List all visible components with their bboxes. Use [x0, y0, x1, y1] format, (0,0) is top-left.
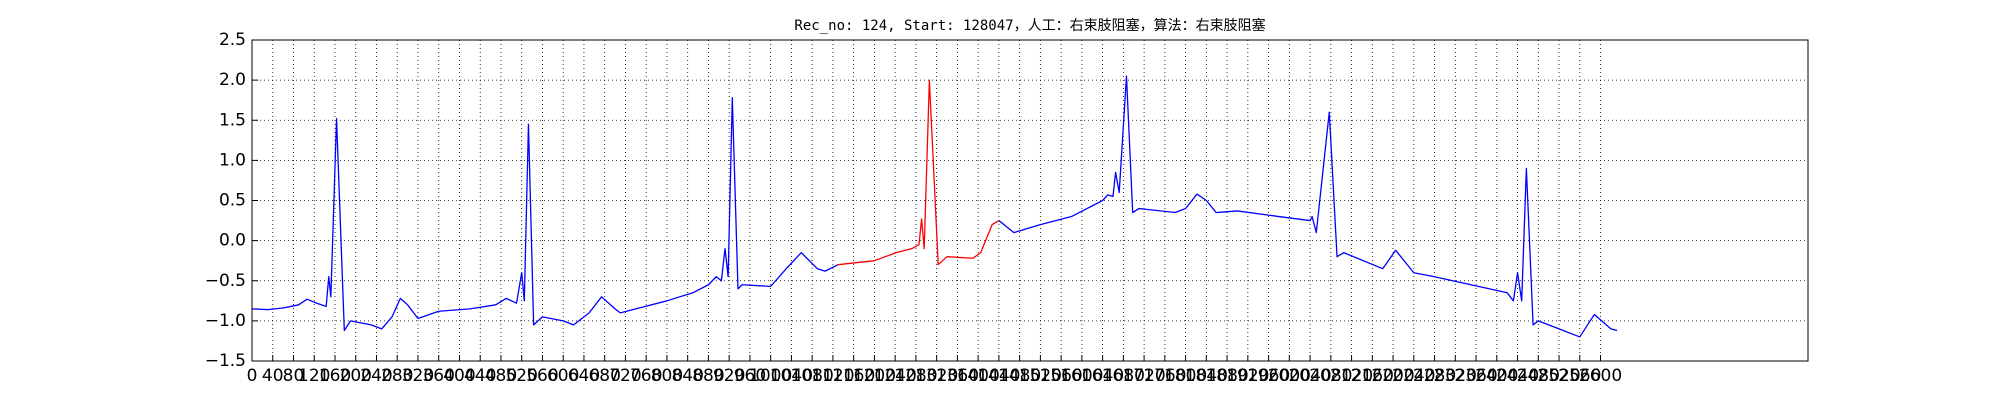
x-tick-label: 400	[443, 366, 475, 386]
x-tick-label: 200	[340, 366, 372, 386]
x-tick-label: 560	[526, 366, 558, 386]
x-tick-label: 2320	[1434, 366, 1477, 386]
x-tick-label: 2160	[1351, 366, 1394, 386]
y-tick-label: 1.5	[219, 110, 246, 130]
x-tick-label: 2120	[1330, 366, 1373, 386]
x-tick-label: 2600	[1579, 366, 1622, 386]
x-tick-label: 960	[734, 366, 766, 386]
y-tick-label: −1.5	[205, 351, 246, 371]
x-tick-label: 1280	[894, 366, 937, 386]
y-tick-label: 0.0	[219, 231, 246, 251]
x-tick-label: 1600	[1060, 366, 1103, 386]
x-tick-label: 320	[402, 366, 434, 386]
x-tick-label: 0	[247, 366, 258, 386]
ecg-line	[251, 97, 839, 332]
x-tick-label: 1320	[915, 366, 958, 386]
x-tick-label: 2080	[1309, 366, 1352, 386]
x-tick-label: 2200	[1371, 366, 1414, 386]
x-tick-label: 1840	[1185, 366, 1228, 386]
x-tick-label: 680	[588, 366, 620, 386]
x-tick-label: 160	[319, 366, 351, 386]
x-tick-label: 1360	[936, 366, 979, 386]
x-tick-label: 280	[381, 366, 413, 386]
x-tick-label: 1400	[957, 366, 1000, 386]
x-tick-label: 880	[692, 366, 724, 386]
y-tick-label: −0.5	[205, 271, 246, 291]
x-tick-label: 2400	[1475, 366, 1518, 386]
x-tick-label: 1680	[1102, 366, 1145, 386]
x-tick-label: 760	[630, 366, 662, 386]
x-tick-label: 2240	[1392, 366, 1435, 386]
x-tick-label: 2280	[1413, 366, 1456, 386]
x-tick-label: 640	[568, 366, 600, 386]
x-tick-label: 80	[283, 366, 305, 386]
x-tick-label: 1920	[1226, 366, 1269, 386]
y-tick-label: 1.0	[219, 150, 246, 170]
y-tick-label: 0.5	[219, 191, 246, 211]
x-tick-label: 1640	[1081, 366, 1124, 386]
x-tick-label: 1200	[853, 366, 896, 386]
x-tick-label: 520	[505, 366, 537, 386]
x-tick-label: 600	[547, 366, 579, 386]
x-tick-label: 1040	[770, 366, 813, 386]
x-tick-label: 2000	[1268, 366, 1311, 386]
x-tick-label: 2560	[1558, 366, 1601, 386]
x-tick-label: 1800	[1164, 366, 1207, 386]
x-tick-label: 1560	[1039, 366, 1082, 386]
x-tick-label: 1520	[1019, 366, 1062, 386]
x-tick-label: 480	[485, 366, 517, 386]
ecg-line	[998, 75, 1618, 338]
x-tick-label: 440	[464, 366, 496, 386]
x-tick-label: 240	[360, 366, 392, 386]
x-tick-label: 2520	[1537, 366, 1580, 386]
x-tick-label: 720	[609, 366, 641, 386]
x-tick-label: 1160	[832, 366, 875, 386]
x-tick-label: 800	[651, 366, 683, 386]
x-tick-label: 2480	[1517, 366, 1560, 386]
x-tick-label: 2360	[1454, 366, 1497, 386]
y-tick-label: 2.0	[219, 70, 246, 90]
x-tick-label: 920	[713, 366, 745, 386]
x-tick-label: 840	[671, 366, 703, 386]
x-tick-label: 1880	[1205, 366, 1248, 386]
x-tick-label: 1760	[1143, 366, 1186, 386]
ecg-line	[838, 79, 1000, 266]
y-tick-label: 2.5	[219, 30, 246, 50]
x-tick-label: 1440	[977, 366, 1020, 386]
x-tick-label: 1000	[749, 366, 792, 386]
chart-title: Rec_no: 124, Start: 128047，人工：右束肢阻塞，算法：右…	[794, 17, 1265, 34]
x-tick-label: 1960	[1247, 366, 1290, 386]
x-tick-label: 1080	[791, 366, 834, 386]
y-tick-label: −1.0	[205, 311, 246, 331]
x-tick-label: 1120	[811, 366, 854, 386]
x-tick-label: 120	[298, 366, 330, 386]
x-tick-label: 360	[422, 366, 454, 386]
x-tick-label: 40	[262, 366, 284, 386]
x-tick-label: 1720	[1122, 366, 1165, 386]
x-tick-label: 2440	[1496, 366, 1539, 386]
x-tick-label: 1240	[874, 366, 917, 386]
x-tick-label: 1480	[998, 366, 1041, 386]
plot-frame	[251, 39, 1809, 362]
x-tick-label: 2040	[1288, 366, 1331, 386]
